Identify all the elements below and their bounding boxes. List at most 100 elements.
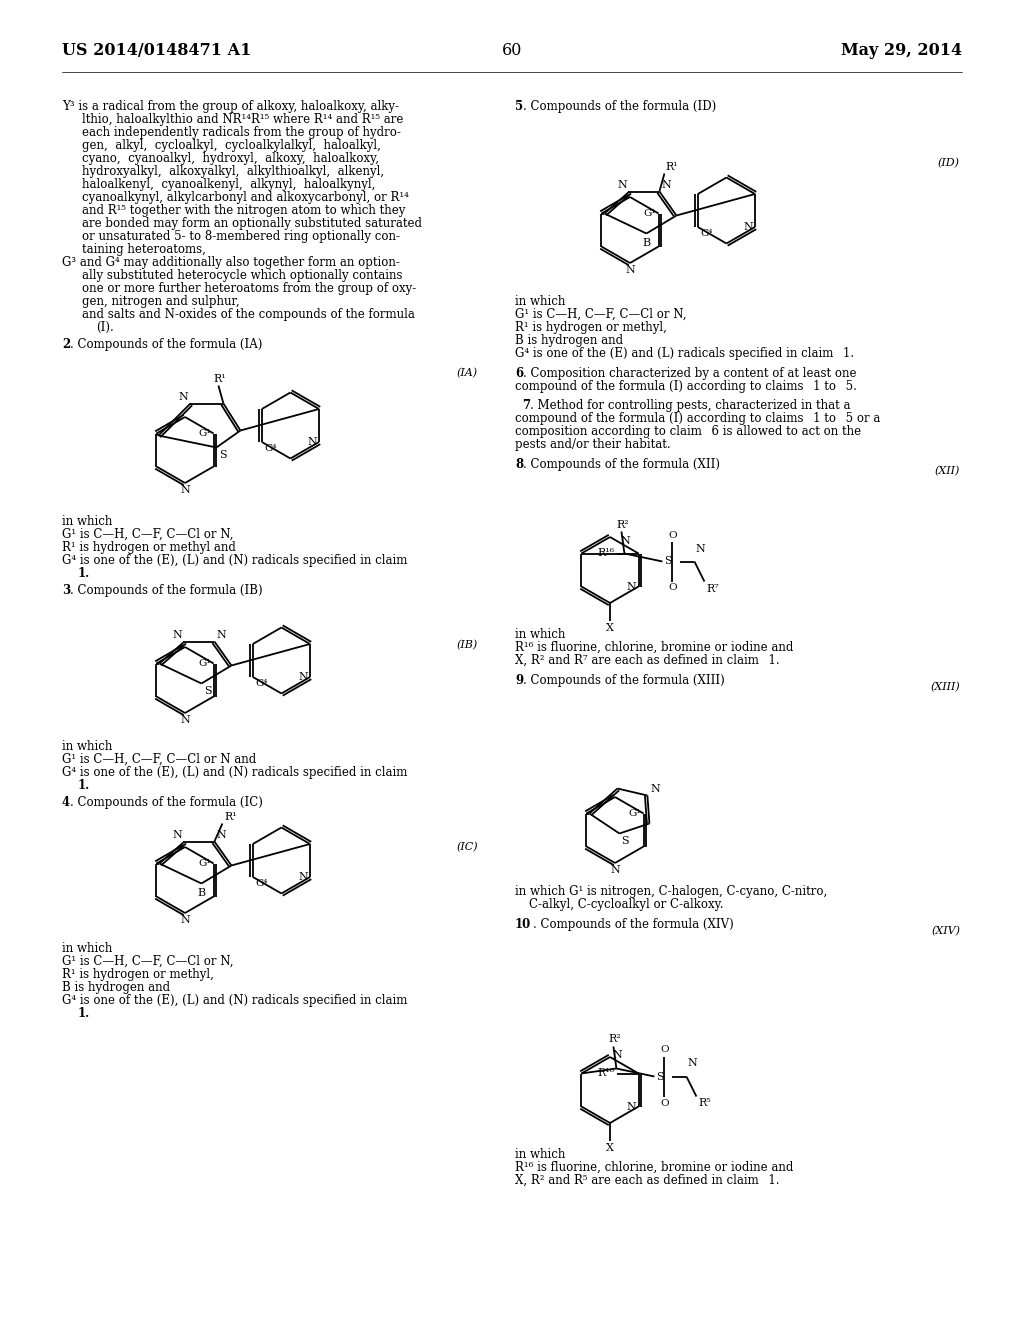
Text: B: B xyxy=(642,238,650,248)
Text: are bonded may form an optionally substituted saturated: are bonded may form an optionally substi… xyxy=(82,216,422,230)
Text: G¹: G¹ xyxy=(198,859,211,869)
Text: in which: in which xyxy=(515,294,565,308)
Text: N: N xyxy=(298,672,308,682)
Text: N: N xyxy=(298,873,308,882)
Text: G¹ is C—H, C—F, C—Cl or N and: G¹ is C—H, C—F, C—Cl or N and xyxy=(62,752,256,766)
Text: N: N xyxy=(178,392,188,401)
Text: O: O xyxy=(668,531,677,540)
Text: R¹: R¹ xyxy=(213,374,225,384)
Text: N: N xyxy=(627,1101,637,1111)
Text: R¹: R¹ xyxy=(666,161,678,172)
Text: R¹ is hydrogen or methyl,: R¹ is hydrogen or methyl, xyxy=(62,968,214,981)
Text: 3: 3 xyxy=(62,583,71,597)
Text: (XII): (XII) xyxy=(935,466,961,477)
Text: (I).: (I). xyxy=(96,321,114,334)
Text: and salts and N-oxides of the compounds of the formula: and salts and N-oxides of the compounds … xyxy=(82,308,415,321)
Text: G¹: G¹ xyxy=(198,429,211,438)
Text: 10: 10 xyxy=(515,917,531,931)
Text: N: N xyxy=(662,180,671,190)
Text: 7: 7 xyxy=(522,399,530,412)
Text: S: S xyxy=(219,450,227,459)
Text: (IB): (IB) xyxy=(457,640,478,651)
Text: R¹ is hydrogen or methyl,: R¹ is hydrogen or methyl, xyxy=(515,321,667,334)
Text: N: N xyxy=(173,630,182,639)
Text: G⁴: G⁴ xyxy=(265,444,278,453)
Text: compound of the formula (I) according to claims  1 to  5 or a: compound of the formula (I) according to… xyxy=(515,412,881,425)
Text: (IA): (IA) xyxy=(457,368,478,379)
Text: . Compounds of the formula (IC): . Compounds of the formula (IC) xyxy=(70,796,263,809)
Text: 1.: 1. xyxy=(78,1007,90,1020)
Text: . Compounds of the formula (XII): . Compounds of the formula (XII) xyxy=(523,458,720,471)
Text: . Method for controlling pests, characterized in that a: . Method for controlling pests, characte… xyxy=(530,399,851,412)
Text: 9: 9 xyxy=(515,675,523,686)
Text: compound of the formula (I) according to claims  1 to  5.: compound of the formula (I) according to… xyxy=(515,380,857,393)
Text: S: S xyxy=(622,837,629,846)
Text: B: B xyxy=(198,887,206,898)
Text: B is hydrogen and: B is hydrogen and xyxy=(515,334,624,347)
Text: R⁷: R⁷ xyxy=(707,583,719,594)
Text: G⁴ is one of the (E) and (L) radicals specified in claim  1.: G⁴ is one of the (E) and (L) radicals sp… xyxy=(515,347,854,360)
Text: . Compounds of the formula (ID): . Compounds of the formula (ID) xyxy=(523,100,716,114)
Text: R⁵: R⁵ xyxy=(698,1098,711,1109)
Text: R²: R² xyxy=(616,520,629,529)
Text: N: N xyxy=(625,265,635,275)
Text: 1.: 1. xyxy=(78,779,90,792)
Text: S: S xyxy=(656,1072,664,1081)
Text: in which: in which xyxy=(62,942,113,954)
Text: G¹ is C—H, C—F, C—Cl or N,: G¹ is C—H, C—F, C—Cl or N, xyxy=(62,954,233,968)
Text: . Composition characterized by a content of at least one: . Composition characterized by a content… xyxy=(523,367,856,380)
Text: lthio, haloalkylthio and NR¹⁴R¹⁵ where R¹⁴ and R¹⁵ are: lthio, haloalkylthio and NR¹⁴R¹⁵ where R… xyxy=(82,114,403,125)
Text: R²: R² xyxy=(608,1035,621,1044)
Text: cyanoalkynyl, alkylcarbonyl and alkoxycarbonyl, or R¹⁴: cyanoalkynyl, alkylcarbonyl and alkoxyca… xyxy=(82,191,409,205)
Text: in which: in which xyxy=(62,515,113,528)
Text: G⁴: G⁴ xyxy=(256,678,268,688)
Text: pests and/or their habitat.: pests and/or their habitat. xyxy=(515,438,671,451)
Text: (IC): (IC) xyxy=(457,842,478,853)
Text: B is hydrogen and: B is hydrogen and xyxy=(62,981,170,994)
Text: X, R² and R⁵ are each as defined in claim  1.: X, R² and R⁵ are each as defined in clai… xyxy=(515,1173,779,1187)
Text: N: N xyxy=(180,915,189,925)
Text: S: S xyxy=(665,557,672,566)
Text: N: N xyxy=(307,437,317,447)
Text: . Compounds of the formula (XIV): . Compounds of the formula (XIV) xyxy=(534,917,734,931)
Text: O: O xyxy=(660,1045,669,1055)
Text: N: N xyxy=(743,222,753,232)
Text: G⁴ is one of the (E), (L) and (N) radicals specified in claim: G⁴ is one of the (E), (L) and (N) radica… xyxy=(62,554,408,568)
Text: 6: 6 xyxy=(515,367,523,380)
Text: US 2014/0148471 A1: US 2014/0148471 A1 xyxy=(62,42,251,59)
Text: R¹⁶: R¹⁶ xyxy=(597,1068,614,1078)
Text: N: N xyxy=(617,180,628,190)
Text: hydroxyalkyl,  alkoxyalkyl,  alkylthioalkyl,  alkenyl,: hydroxyalkyl, alkoxyalkyl, alkylthioalky… xyxy=(82,165,384,178)
Text: ally substituted heterocycle which optionally contains: ally substituted heterocycle which optio… xyxy=(82,269,402,282)
Text: G¹ is C—H, C—F, C—Cl or N,: G¹ is C—H, C—F, C—Cl or N, xyxy=(515,308,686,321)
Text: G⁴: G⁴ xyxy=(700,228,714,238)
Text: N: N xyxy=(173,829,182,840)
Text: or unsaturated 5- to 8-membered ring optionally con-: or unsaturated 5- to 8-membered ring opt… xyxy=(82,230,400,243)
Text: N: N xyxy=(650,784,660,793)
Text: G¹: G¹ xyxy=(628,809,641,818)
Text: composition according to claim  6 is allowed to act on the: composition according to claim 6 is allo… xyxy=(515,425,861,438)
Text: 5: 5 xyxy=(515,100,523,114)
Text: (XIV): (XIV) xyxy=(931,927,961,936)
Text: May 29, 2014: May 29, 2014 xyxy=(841,42,962,59)
Text: G⁴ is one of the (E), (L) and (N) radicals specified in claim: G⁴ is one of the (E), (L) and (N) radica… xyxy=(62,994,408,1007)
Text: G¹ is C—H, C—F, C—Cl or N,: G¹ is C—H, C—F, C—Cl or N, xyxy=(62,528,233,541)
Text: (XIII): (XIII) xyxy=(930,682,961,692)
Text: . Compounds of the formula (XIII): . Compounds of the formula (XIII) xyxy=(523,675,725,686)
Text: O: O xyxy=(660,1098,669,1107)
Text: X: X xyxy=(606,1143,614,1152)
Text: X, R² and R⁷ are each as defined in claim  1.: X, R² and R⁷ are each as defined in clai… xyxy=(515,653,779,667)
Text: N: N xyxy=(216,829,226,840)
Text: in which: in which xyxy=(62,741,113,752)
Text: . Compounds of the formula (IA): . Compounds of the formula (IA) xyxy=(70,338,262,351)
Text: N: N xyxy=(695,544,706,553)
Text: 1.: 1. xyxy=(78,568,90,579)
Text: R¹⁶: R¹⁶ xyxy=(597,549,614,558)
Text: R¹ is hydrogen or methyl and: R¹ is hydrogen or methyl and xyxy=(62,541,236,554)
Text: 4: 4 xyxy=(62,796,70,809)
Text: . Compounds of the formula (IB): . Compounds of the formula (IB) xyxy=(70,583,262,597)
Text: taining heteroatoms,: taining heteroatoms, xyxy=(82,243,206,256)
Text: in which G¹ is nitrogen, C-halogen, C-cyano, C-nitro,: in which G¹ is nitrogen, C-halogen, C-cy… xyxy=(515,884,827,898)
Text: in which: in which xyxy=(515,628,565,642)
Text: each independently radicals from the group of hydro-: each independently radicals from the gro… xyxy=(82,125,400,139)
